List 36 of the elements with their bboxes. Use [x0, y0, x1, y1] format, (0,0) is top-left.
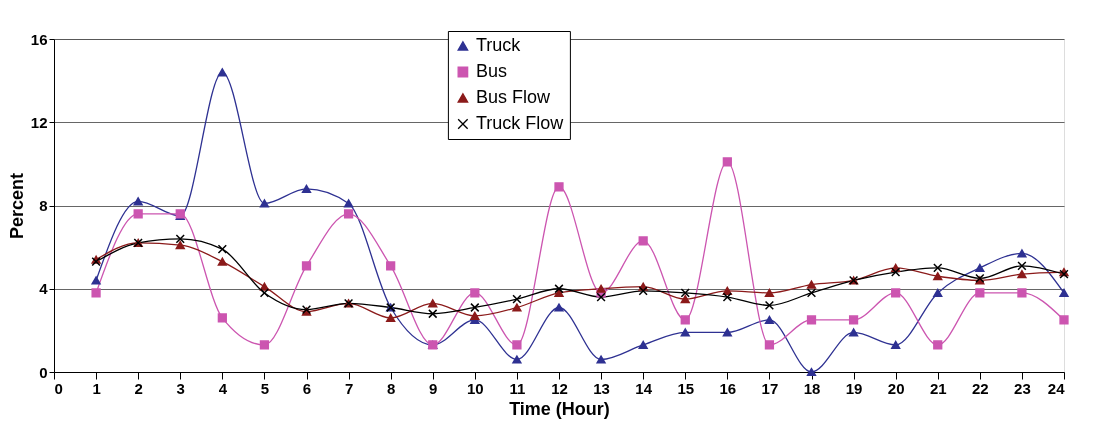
- x-tick-label: 0: [54, 379, 63, 397]
- legend-label: Bus Flow: [475, 87, 551, 107]
- x-tick-label: 8: [386, 379, 396, 397]
- x-tick-label: 12: [551, 379, 568, 397]
- y-tick-label: 12: [30, 113, 48, 131]
- x-tick-label: 11: [509, 379, 526, 397]
- x-tick-label: 5: [260, 379, 270, 397]
- legend-label: Truck Flow: [475, 113, 565, 133]
- x-tick-label: 6: [302, 379, 312, 397]
- x-tick-label: 15: [677, 379, 695, 397]
- x-tick-label: 2: [134, 379, 143, 397]
- x-tick-label: 1: [92, 379, 101, 397]
- y-tick-label: 0: [39, 363, 48, 381]
- y-axis-title: Percent: [6, 172, 27, 240]
- x-tick-label: 3: [176, 379, 185, 397]
- y-tick-label: 16: [30, 30, 48, 48]
- x-tick-label: 24: [1047, 379, 1066, 397]
- x-tick-label: 22: [971, 379, 989, 397]
- x-tick-label: 9: [429, 379, 438, 397]
- x-tick-label: 16: [719, 379, 737, 397]
- x-tick-label: 18: [803, 379, 821, 397]
- x-tick-label: 13: [593, 379, 610, 397]
- x-tick-label: 19: [845, 379, 863, 397]
- x-tick-label: 7: [344, 379, 354, 397]
- y-tick-label: 4: [39, 280, 49, 298]
- x-tick-label: 21: [929, 379, 947, 397]
- x-tick-label: 4: [218, 379, 228, 397]
- legend-label: Truck: [475, 35, 522, 55]
- x-tick-label: 14: [635, 379, 653, 397]
- legend-label: Bus: [475, 61, 507, 81]
- x-axis-title: Time (Hour): [509, 398, 610, 419]
- y-tick-label: 8: [39, 197, 48, 214]
- x-tick-label: 23: [1014, 379, 1031, 397]
- x-tick-label: 20: [887, 379, 905, 397]
- x-tick-label: 10: [466, 379, 484, 397]
- x-tick-label: 17: [761, 379, 779, 397]
